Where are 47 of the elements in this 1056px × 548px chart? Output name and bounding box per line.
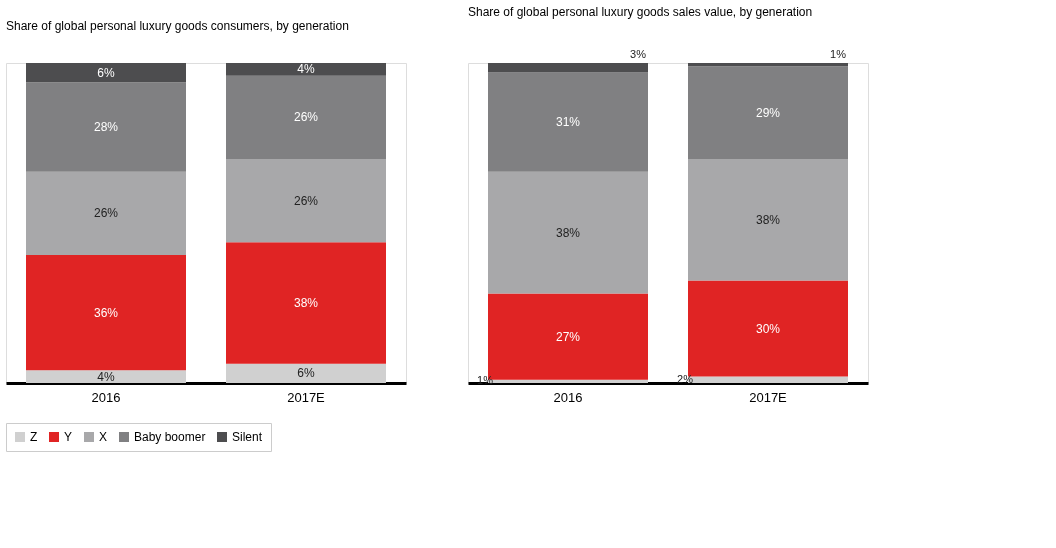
data-label: 26% xyxy=(93,206,119,221)
bar xyxy=(688,63,848,67)
data-label: 28% xyxy=(93,120,119,134)
data-label: 6% xyxy=(97,65,115,80)
bar xyxy=(226,242,386,364)
legend-label: X xyxy=(99,430,108,444)
data-label: 26% xyxy=(293,110,319,125)
bar xyxy=(488,63,648,73)
bar xyxy=(688,159,848,281)
legend-label: Silent xyxy=(232,430,263,444)
data-label: 2% xyxy=(677,372,694,385)
x-tick-label: 2017E xyxy=(749,389,788,405)
x-tick-label: 2016 xyxy=(91,389,121,405)
bar xyxy=(488,72,648,172)
bar xyxy=(688,66,848,159)
chart-title: Share of global personal luxury goods consumers, by generation xyxy=(6,19,349,33)
chart-title: Share of global personal luxury goods sales value, by generation xyxy=(468,5,813,19)
data-label: 3% xyxy=(630,48,647,60)
data-label: 38% xyxy=(293,296,319,310)
bar xyxy=(26,255,186,371)
data-label: 38% xyxy=(555,225,581,240)
data-label: 6% xyxy=(297,366,315,381)
data-label: 30% xyxy=(755,321,781,336)
bar xyxy=(226,63,386,76)
bar xyxy=(26,63,186,83)
data-label: 1% xyxy=(830,48,847,60)
data-label: 31% xyxy=(555,115,581,130)
data-label: 26% xyxy=(293,193,319,208)
x-tick-label: 2016 xyxy=(553,389,583,405)
data-label: 36% xyxy=(93,305,119,320)
bar xyxy=(688,280,848,377)
bar xyxy=(226,75,386,159)
x-tick-label: 2017E xyxy=(287,389,326,405)
bar xyxy=(26,370,186,383)
legend-label: Z xyxy=(30,430,38,444)
data-label: 29% xyxy=(755,105,781,120)
bar xyxy=(226,159,386,243)
data-label: 27% xyxy=(555,329,581,344)
bar xyxy=(26,171,186,255)
data-label: 4% xyxy=(97,369,115,384)
bar xyxy=(226,363,386,383)
data-label: 38% xyxy=(755,212,781,227)
data-label: 4% xyxy=(297,62,315,77)
legend-label: Y xyxy=(64,430,73,444)
legend-label: Baby boomer xyxy=(134,430,206,444)
bar xyxy=(26,82,186,172)
bar xyxy=(488,171,648,294)
